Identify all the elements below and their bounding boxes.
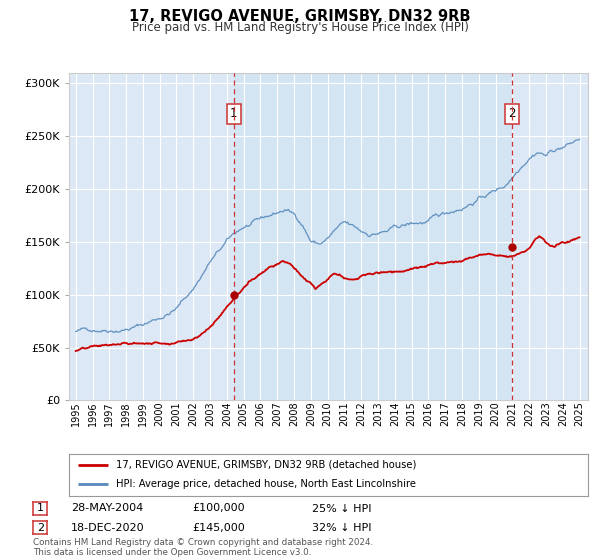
Text: 2: 2 <box>508 108 515 120</box>
Text: 2010: 2010 <box>323 402 332 426</box>
Text: 25% ↓ HPI: 25% ↓ HPI <box>312 503 371 514</box>
Text: 2024: 2024 <box>558 402 568 426</box>
Text: Price paid vs. HM Land Registry's House Price Index (HPI): Price paid vs. HM Land Registry's House … <box>131 21 469 34</box>
Text: 2001: 2001 <box>172 402 181 426</box>
Text: 1999: 1999 <box>138 402 148 426</box>
Text: 2016: 2016 <box>424 402 433 426</box>
Text: £100,000: £100,000 <box>192 503 245 514</box>
Text: 2015: 2015 <box>407 402 416 426</box>
Text: 1996: 1996 <box>88 402 98 426</box>
Text: HPI: Average price, detached house, North East Lincolnshire: HPI: Average price, detached house, Nort… <box>116 479 416 489</box>
Text: 2000: 2000 <box>155 402 164 426</box>
Text: 1997: 1997 <box>104 402 115 426</box>
Text: 2019: 2019 <box>474 402 484 426</box>
Text: 1995: 1995 <box>71 402 81 426</box>
Bar <box>234 73 512 400</box>
Text: Contains HM Land Registry data © Crown copyright and database right 2024.
This d: Contains HM Land Registry data © Crown c… <box>33 538 373 557</box>
Text: 2011: 2011 <box>340 402 349 426</box>
Text: 2020: 2020 <box>491 402 500 426</box>
Text: 2017: 2017 <box>440 402 450 426</box>
Text: 2018: 2018 <box>457 402 467 426</box>
Text: 2005: 2005 <box>239 402 248 426</box>
Text: 2002: 2002 <box>188 402 198 426</box>
Text: 2022: 2022 <box>524 402 534 426</box>
Text: 17, REVIGO AVENUE, GRIMSBY, DN32 9RB (detached house): 17, REVIGO AVENUE, GRIMSBY, DN32 9RB (de… <box>116 460 416 470</box>
Text: 2006: 2006 <box>256 402 265 426</box>
Text: 2014: 2014 <box>390 402 400 426</box>
Text: £145,000: £145,000 <box>192 522 245 533</box>
Text: 32% ↓ HPI: 32% ↓ HPI <box>312 522 371 533</box>
Text: 2012: 2012 <box>356 402 366 426</box>
Text: 2: 2 <box>37 522 44 533</box>
Text: 2021: 2021 <box>508 402 517 426</box>
Text: 1: 1 <box>37 503 44 514</box>
Text: 17, REVIGO AVENUE, GRIMSBY, DN32 9RB: 17, REVIGO AVENUE, GRIMSBY, DN32 9RB <box>129 9 471 24</box>
Text: 18-DEC-2020: 18-DEC-2020 <box>71 522 145 533</box>
Text: 2023: 2023 <box>541 402 551 426</box>
Text: 2003: 2003 <box>205 402 215 426</box>
Text: 2007: 2007 <box>272 402 282 426</box>
Text: 28-MAY-2004: 28-MAY-2004 <box>71 503 143 514</box>
Text: 1: 1 <box>230 108 238 120</box>
Text: 2009: 2009 <box>306 402 316 426</box>
Text: 2013: 2013 <box>373 402 383 426</box>
Text: 2008: 2008 <box>289 402 299 426</box>
Text: 2004: 2004 <box>222 402 232 426</box>
Text: 2025: 2025 <box>575 402 584 426</box>
Text: 1998: 1998 <box>121 402 131 426</box>
